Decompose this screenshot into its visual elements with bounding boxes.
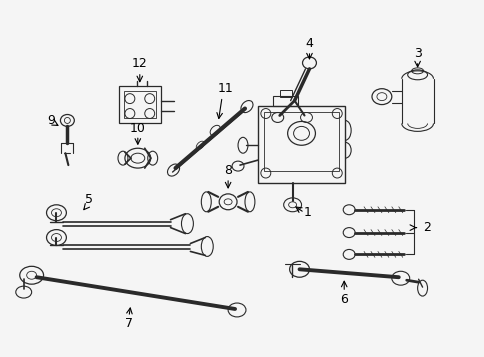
Bar bbox=[257, 106, 345, 183]
Bar bbox=[124, 91, 155, 119]
Bar bbox=[279, 90, 291, 97]
Text: 9: 9 bbox=[47, 114, 55, 127]
Text: 7: 7 bbox=[125, 317, 133, 330]
Bar bbox=[272, 96, 297, 106]
Text: 5: 5 bbox=[85, 193, 93, 206]
Text: 11: 11 bbox=[217, 82, 232, 95]
Text: 1: 1 bbox=[303, 206, 311, 219]
Text: 10: 10 bbox=[130, 122, 146, 135]
Text: 6: 6 bbox=[340, 292, 348, 306]
Text: 4: 4 bbox=[305, 36, 313, 50]
Text: 12: 12 bbox=[132, 57, 147, 70]
Bar bbox=[263, 111, 338, 171]
Text: 8: 8 bbox=[224, 164, 232, 177]
Text: 2: 2 bbox=[423, 221, 431, 234]
Text: 3: 3 bbox=[413, 47, 421, 60]
Bar bbox=[119, 86, 160, 124]
